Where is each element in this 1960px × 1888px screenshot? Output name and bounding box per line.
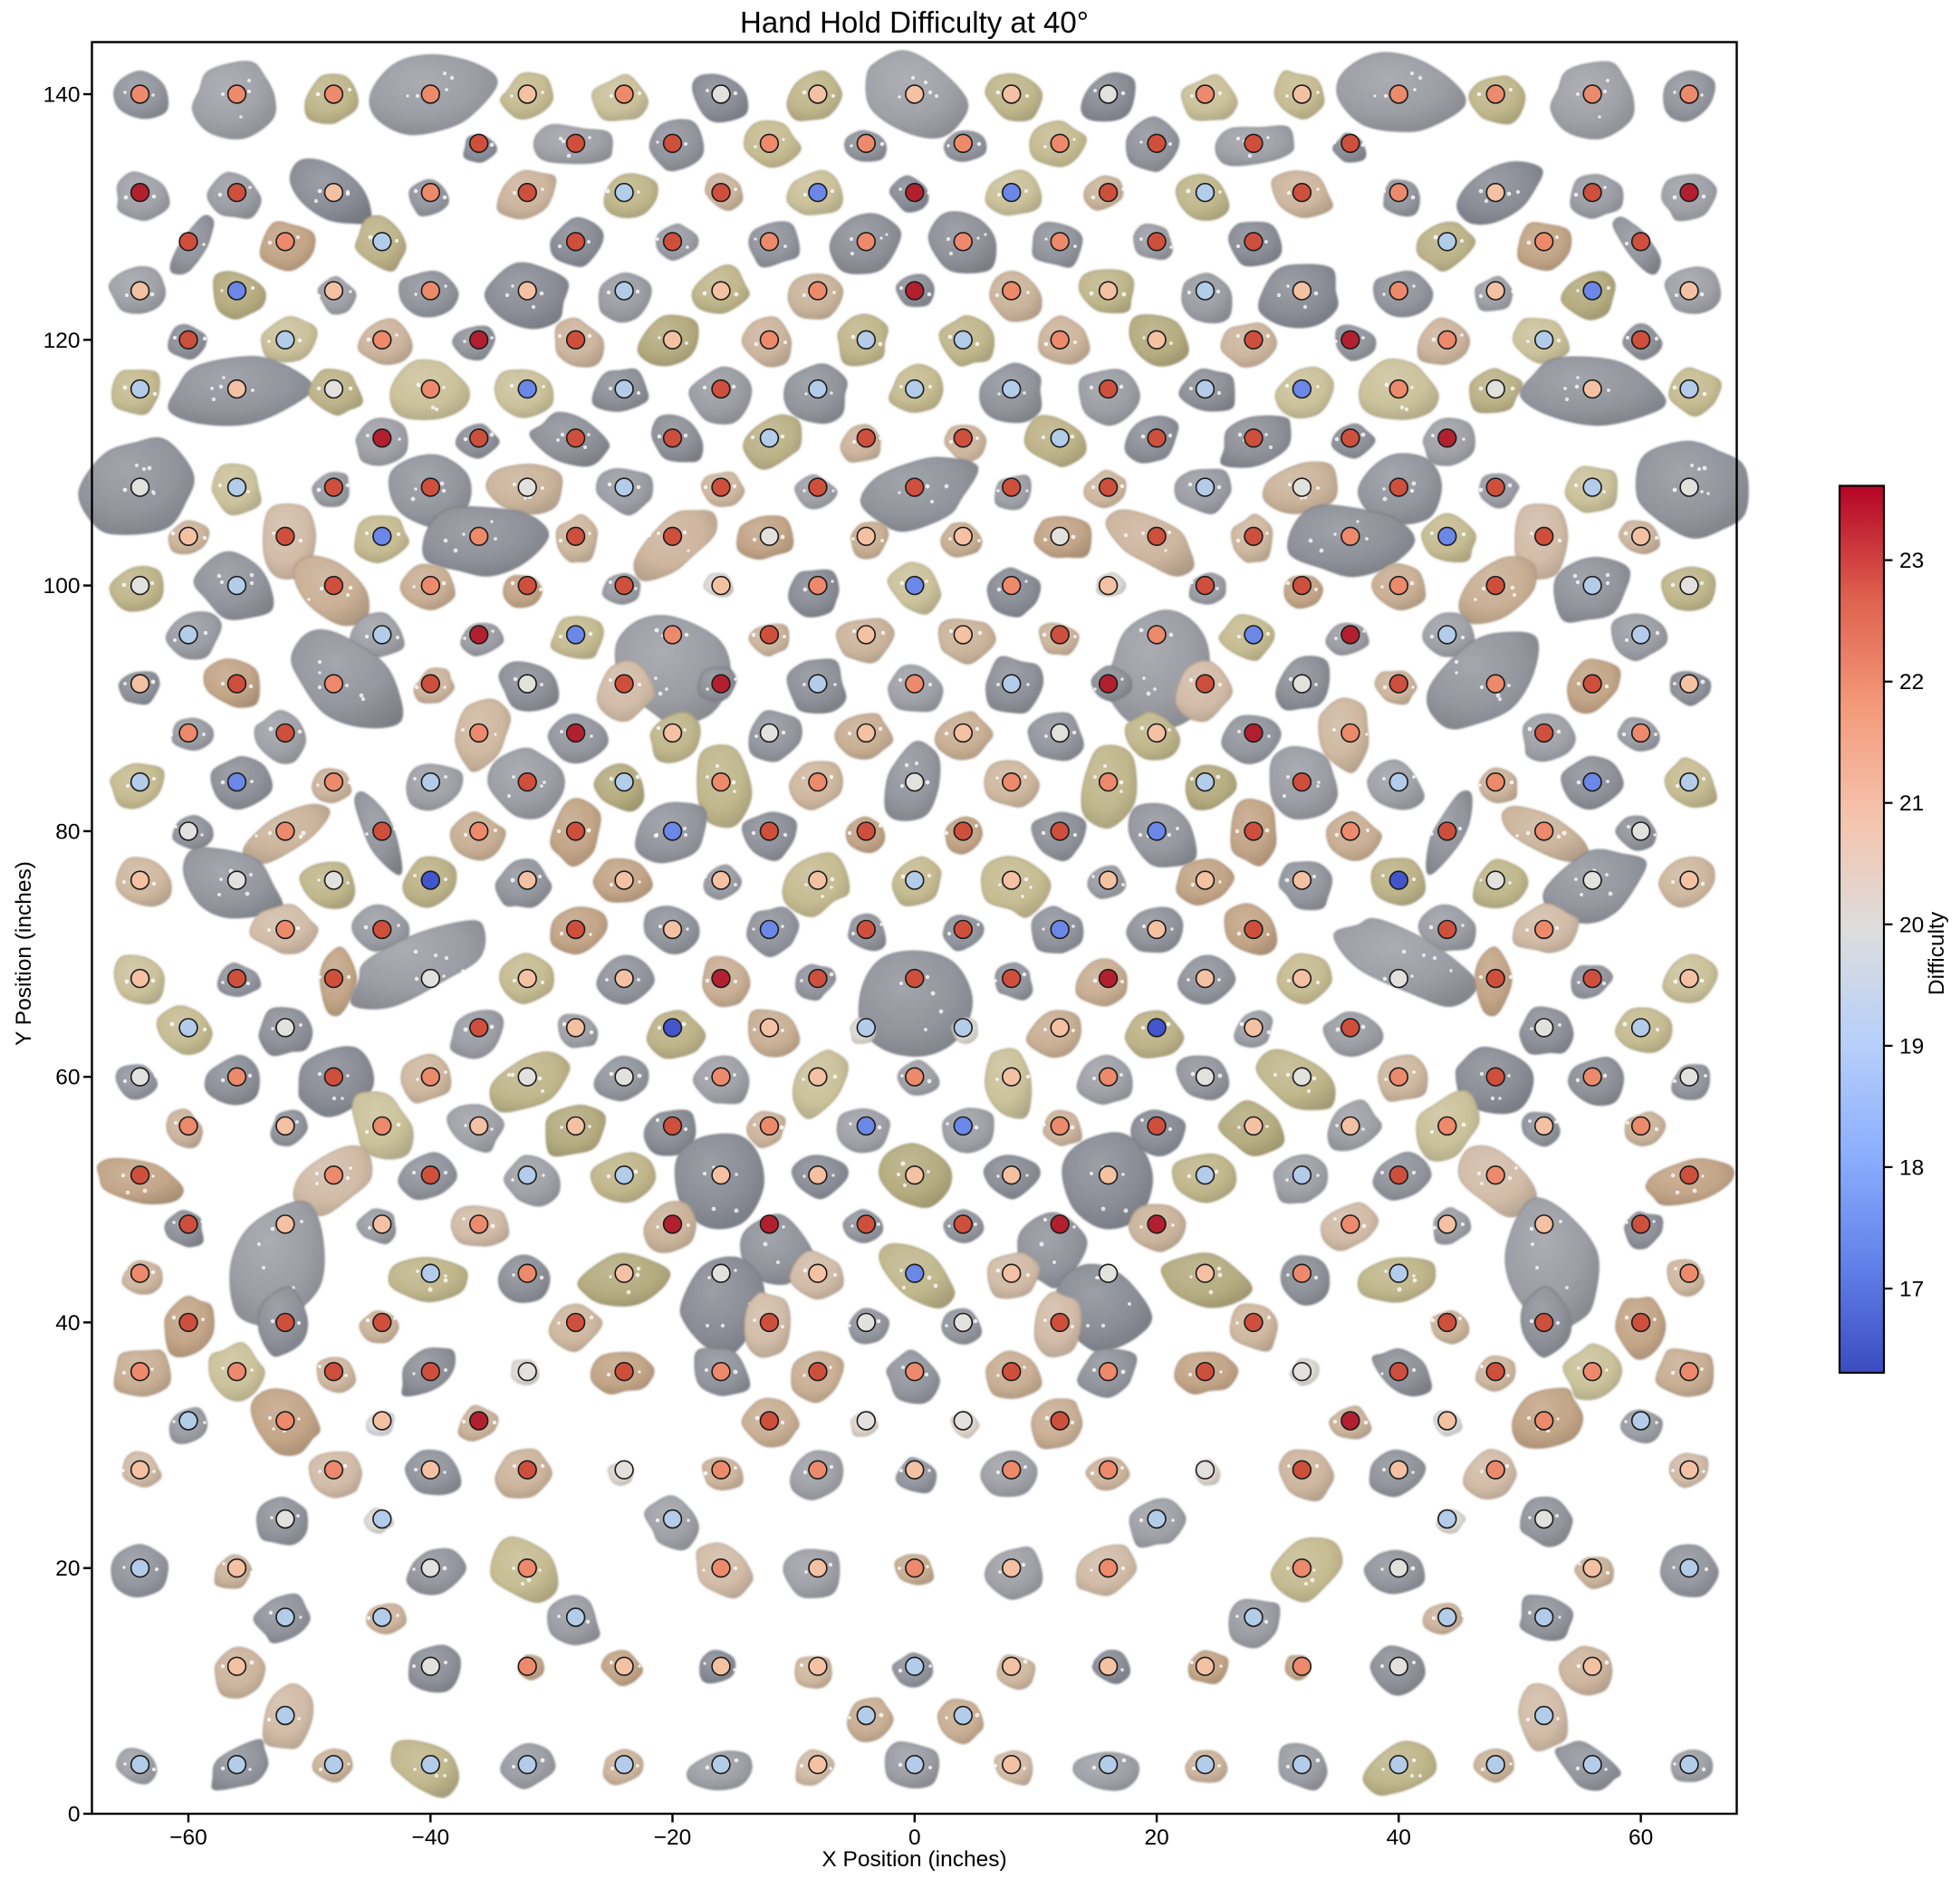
svg-text:−60: −60 <box>169 1826 207 1850</box>
svg-text:X Position (inches): X Position (inches) <box>821 1847 1006 1872</box>
svg-text:40: 40 <box>1387 1826 1411 1850</box>
svg-text:18: 18 <box>1899 1155 1924 1180</box>
svg-text:−20: −20 <box>654 1826 692 1850</box>
svg-text:21: 21 <box>1899 791 1924 816</box>
svg-text:0: 0 <box>908 1826 921 1850</box>
svg-text:60: 60 <box>1629 1826 1653 1850</box>
svg-text:40: 40 <box>55 1311 80 1336</box>
svg-text:100: 100 <box>43 574 81 599</box>
svg-text:140: 140 <box>43 83 81 108</box>
svg-text:23: 23 <box>1899 549 1924 573</box>
svg-text:0: 0 <box>68 1803 81 1827</box>
svg-text:Y Position (inches): Y Position (inches) <box>12 861 36 1046</box>
svg-text:20: 20 <box>55 1557 80 1581</box>
svg-text:20: 20 <box>1144 1826 1168 1850</box>
svg-text:Difficulty: Difficulty <box>1925 911 1949 995</box>
svg-text:20: 20 <box>1899 913 1924 937</box>
svg-text:Hand Hold Difficulty at 40°: Hand Hold Difficulty at 40° <box>740 5 1089 39</box>
svg-text:19: 19 <box>1899 1034 1924 1059</box>
svg-text:22: 22 <box>1899 670 1924 695</box>
svg-text:17: 17 <box>1899 1278 1924 1302</box>
svg-text:120: 120 <box>43 329 81 353</box>
svg-text:−40: −40 <box>412 1826 450 1850</box>
svg-text:60: 60 <box>55 1066 80 1090</box>
svg-text:80: 80 <box>55 819 80 844</box>
